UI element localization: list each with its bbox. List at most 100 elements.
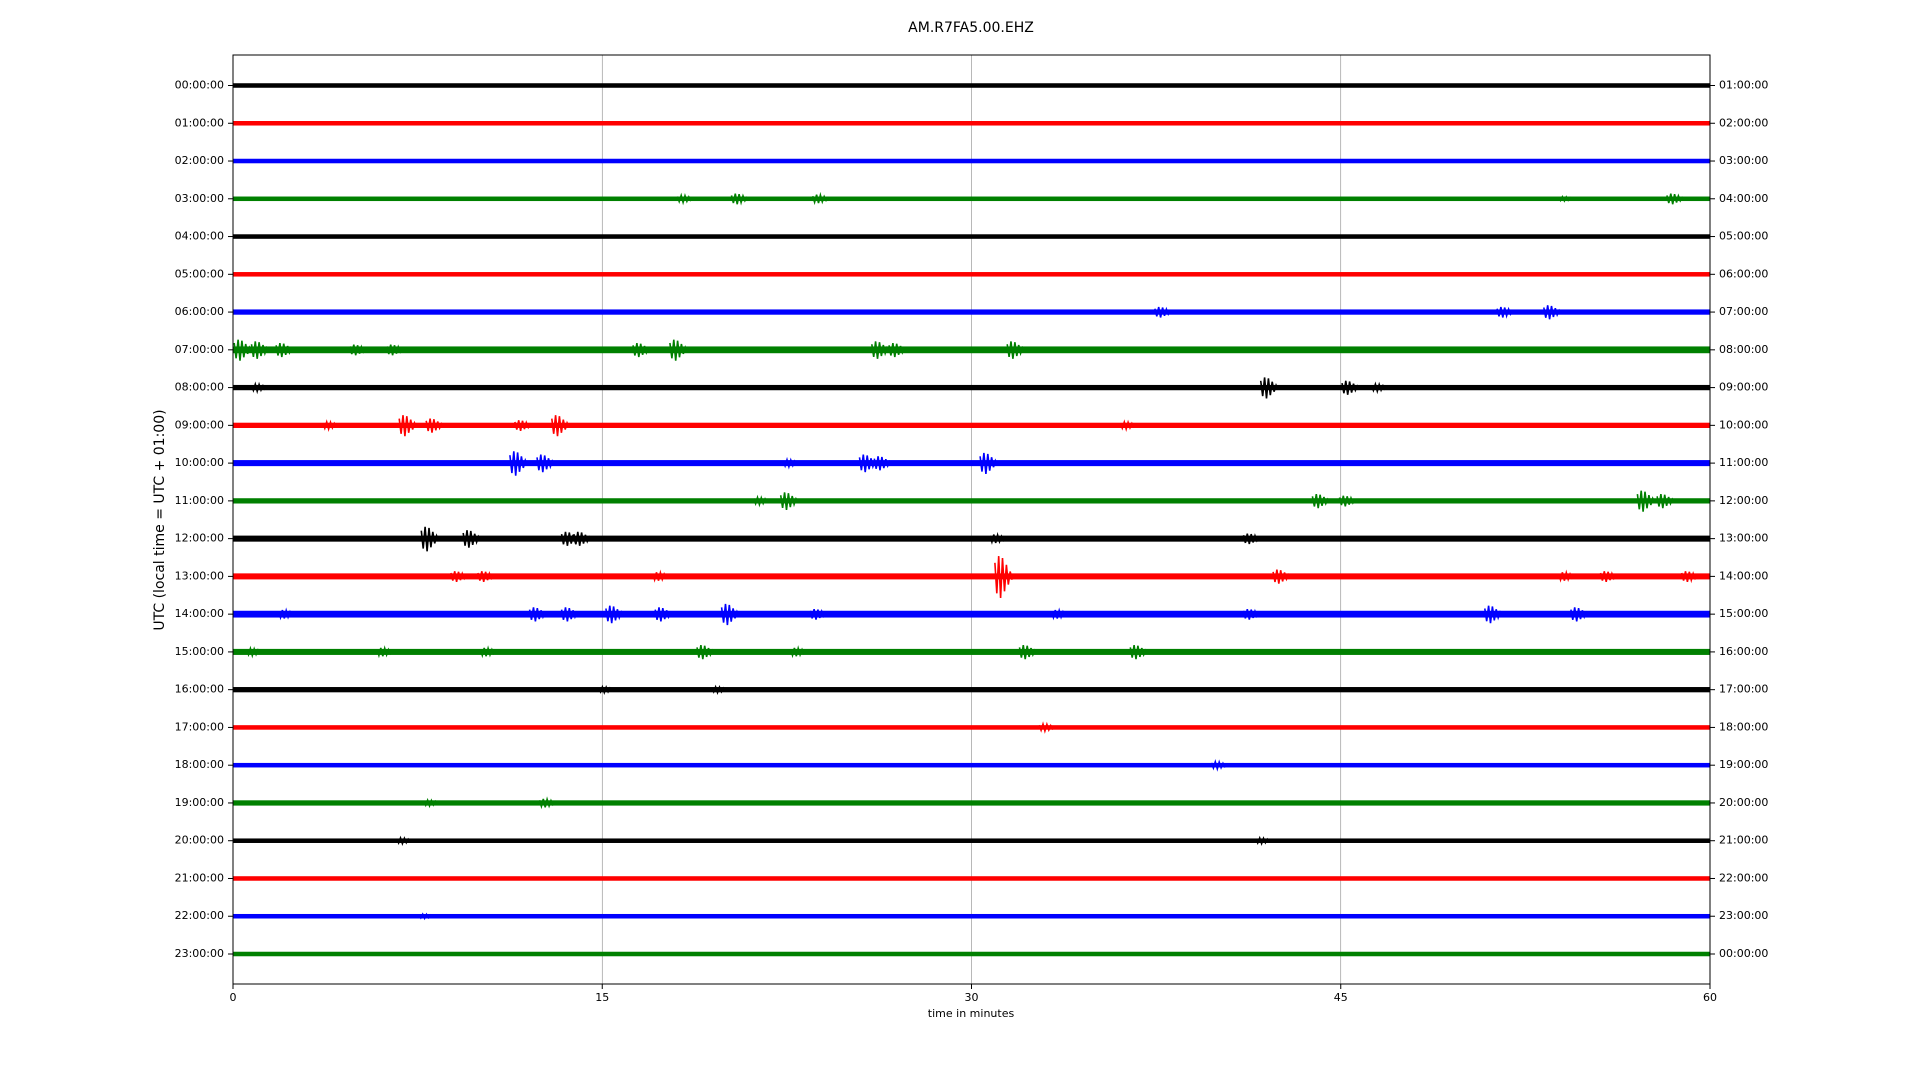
trace-burst [789, 645, 809, 659]
trace-burst [1570, 607, 1589, 622]
trace-noise-band [233, 120, 1710, 126]
row-label: 08:00:00 [175, 381, 224, 394]
row-label: 10:00:00 [175, 456, 224, 469]
trace-noise-band [233, 648, 1710, 655]
trace-burst [809, 608, 829, 620]
trace-burst [1038, 721, 1057, 734]
trace-noise-band [233, 309, 1710, 315]
trace-burst [871, 341, 890, 359]
trace-burst [1018, 644, 1038, 660]
trace-burst [873, 456, 893, 471]
trace-burst [450, 571, 469, 582]
row-right-label: 21:00:00 [1719, 834, 1768, 847]
trace-noise-band [233, 951, 1710, 957]
trace-burst [1050, 607, 1070, 621]
row-right-label: 08:00:00 [1719, 343, 1768, 356]
trace-burst [696, 644, 715, 660]
trace-burst [1557, 195, 1577, 203]
row-label: 12:00:00 [175, 532, 224, 545]
trace-burst [233, 339, 253, 361]
row-right-label: 14:00:00 [1719, 569, 1768, 582]
row-label: 03:00:00 [175, 192, 224, 205]
x-tick-label: 30 [965, 991, 979, 1004]
trace-burst [322, 419, 341, 432]
row-right-label: 15:00:00 [1719, 607, 1768, 620]
trace-burst [1484, 605, 1503, 624]
trace-noise-band [233, 610, 1710, 618]
trace-burst [277, 607, 297, 621]
x-tick-label: 15 [595, 991, 609, 1004]
trace-burst [479, 645, 499, 659]
trace-burst [811, 191, 831, 206]
trace-burst [250, 381, 270, 395]
trace-noise-band [233, 158, 1710, 164]
trace-noise-band [233, 800, 1710, 806]
trace-burst [994, 556, 1013, 599]
plot-frame [232, 54, 1711, 985]
trace-noise-band [233, 498, 1710, 504]
row-label: 05:00:00 [175, 267, 224, 280]
trace-burst [669, 339, 688, 361]
row-label: 17:00:00 [175, 720, 224, 733]
trace-burst [989, 531, 1008, 545]
trace-noise-band [233, 422, 1710, 428]
trace-burst [551, 415, 570, 437]
trace-burst [528, 607, 548, 622]
trace-burst [1210, 758, 1230, 772]
trace-noise-band [233, 272, 1710, 277]
trace-burst [376, 645, 395, 659]
trace-burst [386, 344, 405, 356]
row-label: 18:00:00 [175, 758, 224, 771]
trace-burst [654, 607, 674, 622]
row-right-label: 06:00:00 [1719, 267, 1768, 280]
trace-burst [418, 912, 437, 921]
y-axis-label: UTC (local time = UTC + 01:00) [152, 409, 168, 630]
trace-burst [1119, 419, 1139, 432]
trace-noise-band [233, 234, 1710, 239]
x-tick-label: 60 [1703, 991, 1717, 1004]
row-label: 04:00:00 [175, 230, 224, 243]
trace-burst [888, 342, 907, 358]
row-right-label: 04:00:00 [1719, 192, 1768, 205]
trace-burst [1666, 193, 1685, 205]
trace-noise-band [233, 876, 1710, 881]
row-label: 13:00:00 [175, 569, 224, 582]
trace-burst [1370, 381, 1390, 395]
x-tick-label: 0 [230, 991, 237, 1004]
trace-burst [349, 344, 368, 356]
trace-noise-band [233, 196, 1710, 202]
trace-burst [420, 526, 440, 552]
row-label: 11:00:00 [175, 494, 224, 507]
chart-title: AM.R7FA5.00.EHZ [908, 20, 1034, 36]
row-label: 21:00:00 [175, 871, 224, 884]
trace-noise-band [233, 83, 1710, 88]
trace-burst [275, 342, 294, 358]
trace-burst [720, 603, 740, 626]
row-label: 06:00:00 [175, 305, 224, 318]
trace-burst [395, 835, 415, 846]
trace-burst [597, 684, 617, 696]
trace-burst [1543, 305, 1562, 320]
row-label: 19:00:00 [175, 796, 224, 809]
trace-burst [1255, 835, 1274, 847]
trace-burst [477, 570, 496, 582]
trace-burst [462, 530, 482, 548]
row-right-label: 10:00:00 [1719, 418, 1768, 431]
trace-burst [1599, 571, 1619, 582]
row-right-label: 05:00:00 [1719, 230, 1768, 243]
trace-burst [651, 569, 671, 583]
row-label: 02:00:00 [175, 154, 224, 167]
trace-burst [1154, 306, 1173, 318]
trace-burst [560, 607, 580, 622]
trace-noise-band [233, 573, 1710, 580]
row-right-label: 11:00:00 [1719, 456, 1768, 469]
row-right-label: 09:00:00 [1719, 381, 1768, 394]
row-right-label: 02:00:00 [1719, 116, 1768, 129]
row-label: 22:00:00 [175, 909, 224, 922]
trace-burst [1636, 490, 1656, 512]
trace-burst [1259, 377, 1279, 399]
row-right-label: 01:00:00 [1719, 79, 1768, 92]
trace-burst [711, 684, 730, 695]
row-right-label: 20:00:00 [1719, 796, 1768, 809]
trace-burst [1496, 306, 1515, 319]
